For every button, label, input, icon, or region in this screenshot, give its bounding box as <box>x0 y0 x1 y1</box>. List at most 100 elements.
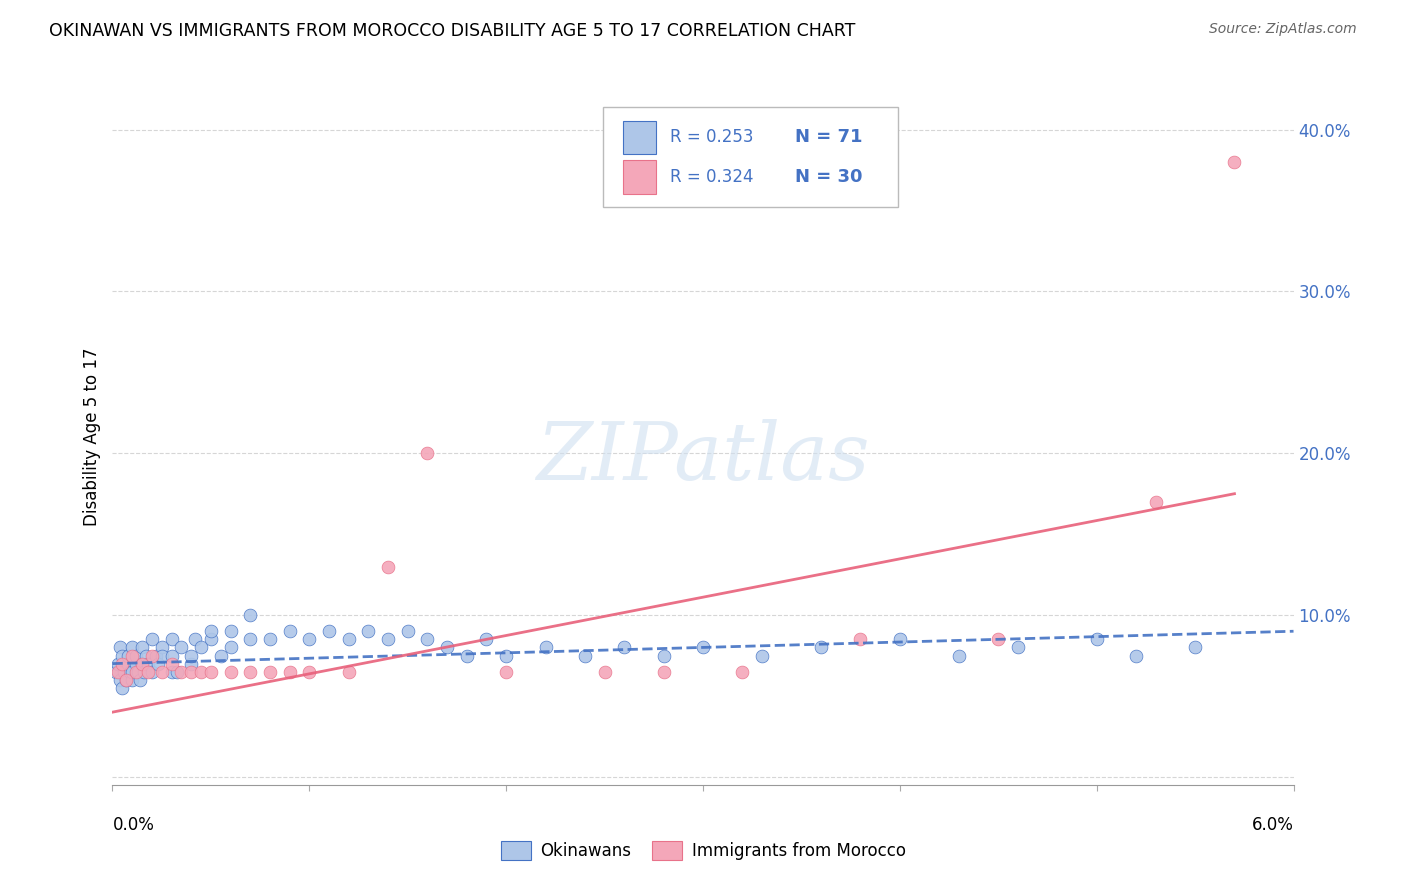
Point <box>111 657 134 671</box>
Point <box>170 640 193 655</box>
Point <box>184 632 207 647</box>
Point <box>115 673 138 687</box>
Text: OKINAWAN VS IMMIGRANTS FROM MOROCCO DISABILITY AGE 5 TO 17 CORRELATION CHART: OKINAWAN VS IMMIGRANTS FROM MOROCCO DISA… <box>49 22 856 40</box>
Point <box>239 608 262 623</box>
Point <box>219 640 242 655</box>
Text: N = 30: N = 30 <box>796 168 863 186</box>
Point <box>111 648 134 663</box>
Point <box>200 632 222 647</box>
Point <box>948 648 970 663</box>
Point <box>160 665 183 679</box>
Point <box>180 665 202 679</box>
Point <box>125 665 148 679</box>
Point <box>278 624 301 639</box>
Point <box>456 648 478 663</box>
Text: 6.0%: 6.0% <box>1251 816 1294 834</box>
Point <box>357 624 380 639</box>
Point <box>1144 495 1167 509</box>
FancyBboxPatch shape <box>623 120 655 154</box>
Point <box>298 665 321 679</box>
Text: ZIPatlas: ZIPatlas <box>536 419 870 497</box>
Point <box>121 648 143 663</box>
Point <box>1085 632 1108 647</box>
Point <box>416 446 439 460</box>
Point <box>117 657 139 671</box>
Point <box>135 648 157 663</box>
Point <box>121 673 143 687</box>
Text: R = 0.253: R = 0.253 <box>669 128 754 146</box>
Point <box>495 665 517 679</box>
Point <box>131 657 153 671</box>
Point <box>416 632 439 647</box>
Point <box>120 665 142 679</box>
Point <box>200 665 222 679</box>
Point <box>115 673 138 687</box>
Point <box>166 665 188 679</box>
Point <box>125 657 148 671</box>
Point <box>110 673 132 687</box>
Point <box>475 632 498 647</box>
Point <box>209 648 232 663</box>
Point <box>107 665 129 679</box>
Point <box>105 665 128 679</box>
Point <box>298 632 321 647</box>
Point <box>751 648 773 663</box>
Text: R = 0.324: R = 0.324 <box>669 168 754 186</box>
Point <box>200 624 222 639</box>
Text: 0.0%: 0.0% <box>112 816 155 834</box>
Point <box>170 665 193 679</box>
Point <box>337 632 360 647</box>
Point <box>1184 640 1206 655</box>
Point <box>136 665 159 679</box>
Point <box>110 640 132 655</box>
Point <box>132 665 155 679</box>
Point <box>121 665 143 679</box>
Point <box>219 624 242 639</box>
Point <box>180 648 202 663</box>
Point <box>190 640 212 655</box>
Point <box>117 648 139 663</box>
Point <box>150 648 173 663</box>
FancyBboxPatch shape <box>623 161 655 194</box>
Point <box>160 632 183 647</box>
Point <box>112 665 135 679</box>
Point <box>1125 648 1147 663</box>
FancyBboxPatch shape <box>603 106 898 208</box>
Point <box>593 665 616 679</box>
Point <box>121 640 143 655</box>
Point <box>150 665 173 679</box>
Point <box>239 632 262 647</box>
Point <box>150 640 173 655</box>
Point <box>495 648 517 663</box>
Point <box>534 640 557 655</box>
Point <box>160 648 183 663</box>
Point <box>278 665 301 679</box>
Point <box>377 632 399 647</box>
Y-axis label: Disability Age 5 to 17: Disability Age 5 to 17 <box>83 348 101 526</box>
Point <box>145 648 167 663</box>
Point <box>987 632 1010 647</box>
Point <box>129 673 152 687</box>
Point <box>180 657 202 671</box>
Point <box>889 632 911 647</box>
Point <box>219 665 242 679</box>
Point <box>259 632 281 647</box>
Point <box>146 657 169 671</box>
Point <box>652 648 675 663</box>
Point <box>1223 155 1246 169</box>
Text: Source: ZipAtlas.com: Source: ZipAtlas.com <box>1209 22 1357 37</box>
Point <box>107 657 129 671</box>
Point <box>810 640 832 655</box>
Point <box>136 657 159 671</box>
Point <box>574 648 596 663</box>
Point <box>731 665 754 679</box>
Point <box>111 681 134 695</box>
Point <box>259 665 281 679</box>
Point <box>131 640 153 655</box>
Point <box>692 640 714 655</box>
Point <box>436 640 458 655</box>
Point <box>377 559 399 574</box>
Point <box>127 665 149 679</box>
Point <box>613 640 636 655</box>
Point <box>141 665 163 679</box>
